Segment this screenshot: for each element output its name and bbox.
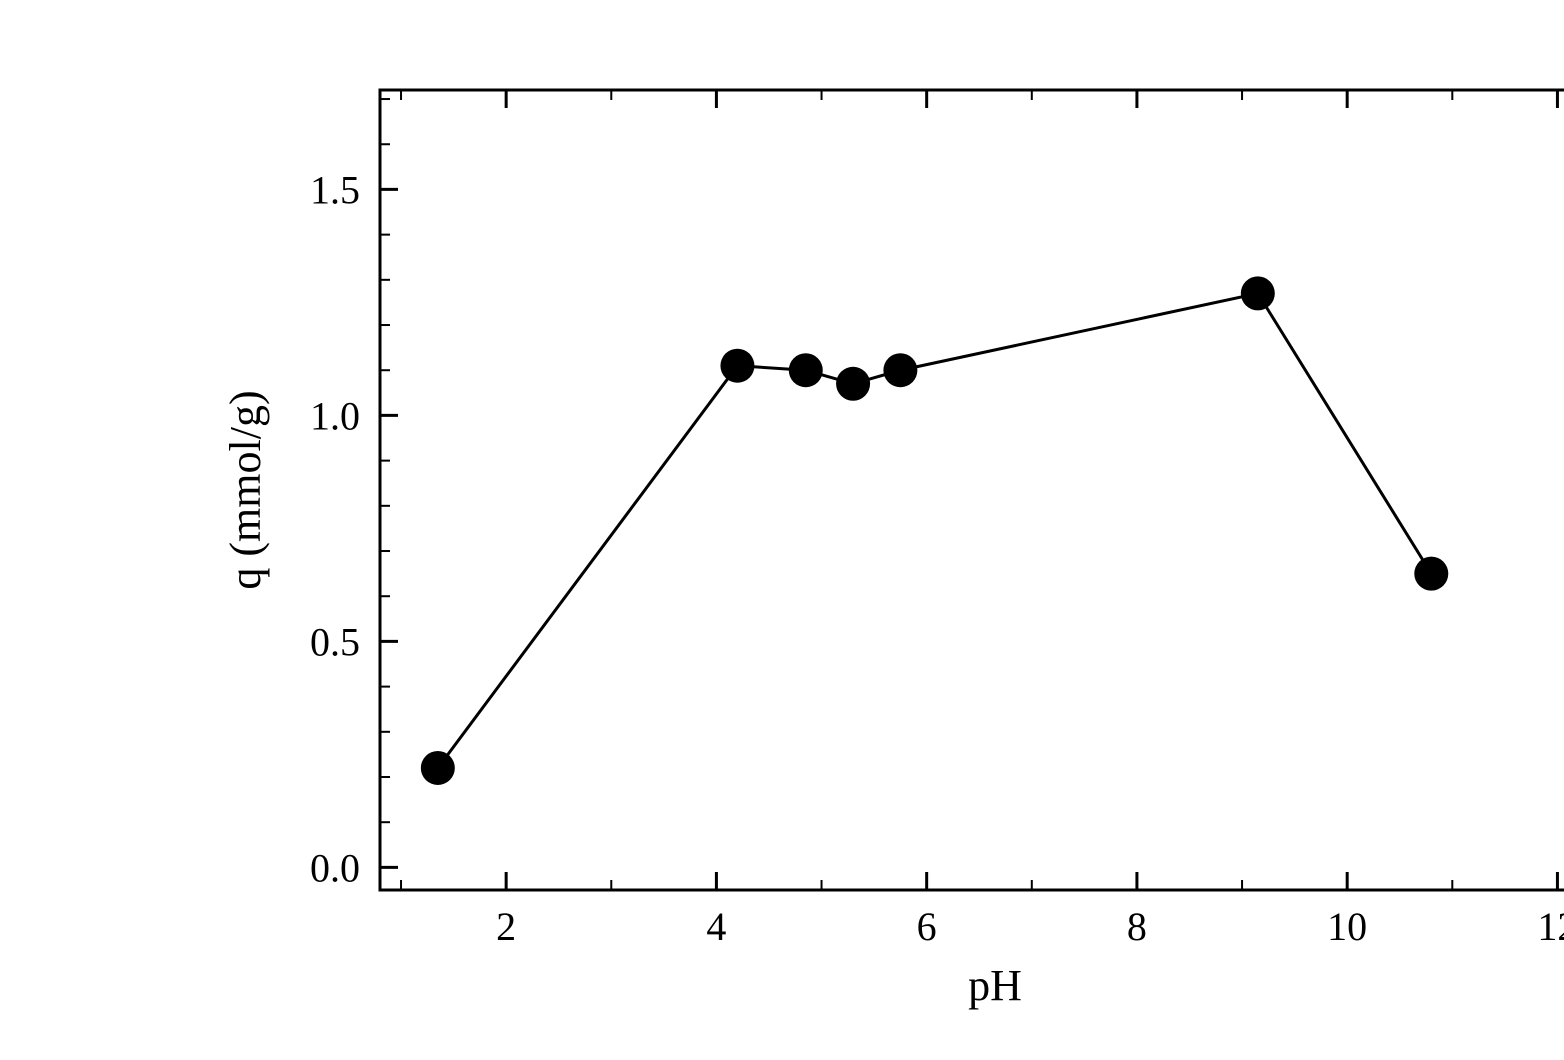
- y-axis-label: q (mmol/g): [221, 390, 270, 589]
- x-tick-label: 6: [917, 904, 937, 949]
- y-tick-label: 1.0: [310, 393, 360, 438]
- data-marker: [789, 353, 823, 387]
- y-tick-label: 0.5: [310, 619, 360, 664]
- x-tick-label: 2: [496, 904, 516, 949]
- x-tick-label: 10: [1327, 904, 1367, 949]
- y-tick-label: 0.0: [310, 845, 360, 890]
- x-tick-label: 12: [1537, 904, 1564, 949]
- x-axis-label: pH: [968, 961, 1022, 1010]
- data-marker: [836, 367, 870, 401]
- data-marker: [421, 751, 455, 785]
- chart-svg: 2 4 6 8 10 12 0.0 0.5 1.0 1.5 pH q (mmol/g): [120, 40, 1564, 1060]
- x-tick-label: 8: [1127, 904, 1147, 949]
- data-marker: [1241, 276, 1275, 310]
- x-tick-label: 4: [706, 904, 726, 949]
- data-marker: [1414, 557, 1448, 591]
- chart-container: 246810120.00.51.01.5pHq (mmol/g): [120, 40, 1500, 980]
- data-marker: [720, 349, 754, 383]
- data-marker: [883, 353, 917, 387]
- y-tick-label: 1.5: [310, 167, 360, 212]
